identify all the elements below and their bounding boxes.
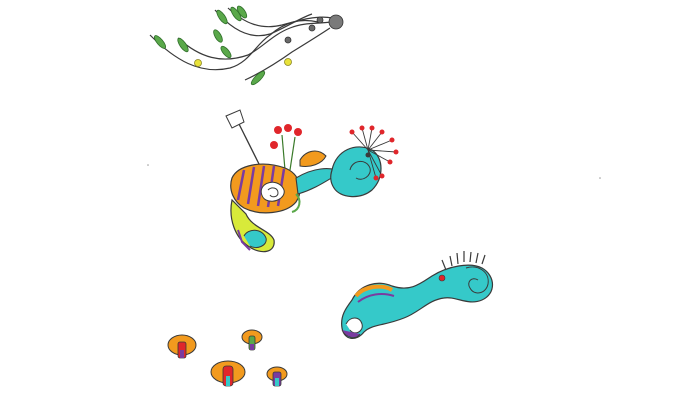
leaf: [220, 45, 232, 59]
mushroom: [167, 334, 197, 359]
foot-spiral: [243, 229, 267, 249]
mushrooms: [167, 329, 288, 387]
worm-orange-band: [354, 284, 394, 298]
worm-tail-purple: [341, 329, 361, 338]
mushroom: [266, 366, 288, 387]
red-flowers: [270, 124, 302, 171]
mushroom: [241, 329, 263, 351]
head-spiral: [349, 161, 371, 180]
worm-red-dot: [438, 274, 446, 282]
worm-body: [341, 264, 494, 339]
leaf: [216, 9, 228, 25]
worm-creature: [341, 251, 494, 339]
worm-spikes: [441, 251, 486, 271]
leaf: [153, 35, 167, 49]
knob: [284, 36, 292, 44]
worm-head-spiral: [465, 266, 489, 294]
creature-head: [330, 146, 382, 198]
flower-head: [284, 124, 292, 132]
bud: [194, 59, 202, 67]
leaf: [250, 70, 266, 86]
antenna-flag: [225, 109, 245, 129]
speck: [147, 164, 149, 166]
leaf: [236, 5, 248, 19]
shell-spiral-line: [267, 187, 279, 198]
creature-crest: [299, 150, 327, 167]
bud: [284, 58, 292, 66]
leaf: [213, 29, 223, 43]
leaf: [177, 37, 189, 53]
starburst-crown: [349, 125, 399, 181]
mushroom: [210, 360, 246, 387]
flower-stem: [281, 134, 286, 171]
worm-purple-band: [357, 293, 395, 303]
body-accent: [291, 193, 301, 213]
speck: [599, 177, 601, 179]
knob: [308, 24, 316, 32]
antenna-stick: [235, 117, 263, 171]
foot-accent: [237, 229, 251, 251]
knob: [316, 16, 324, 24]
shell-spiral: [260, 181, 285, 202]
flower-head: [274, 126, 282, 134]
flower-head: [294, 128, 302, 136]
wire-plant-leaves: [153, 5, 292, 86]
wire-branch: [214, 9, 313, 37]
wire-branch: [177, 21, 331, 60]
flower-head: [270, 141, 278, 149]
worm-tail-spiral: [345, 317, 363, 334]
wire-plant-knobs: [284, 14, 344, 44]
flower-stem: [289, 136, 296, 171]
snail-creature: [225, 109, 399, 253]
knob-large: [328, 14, 344, 30]
